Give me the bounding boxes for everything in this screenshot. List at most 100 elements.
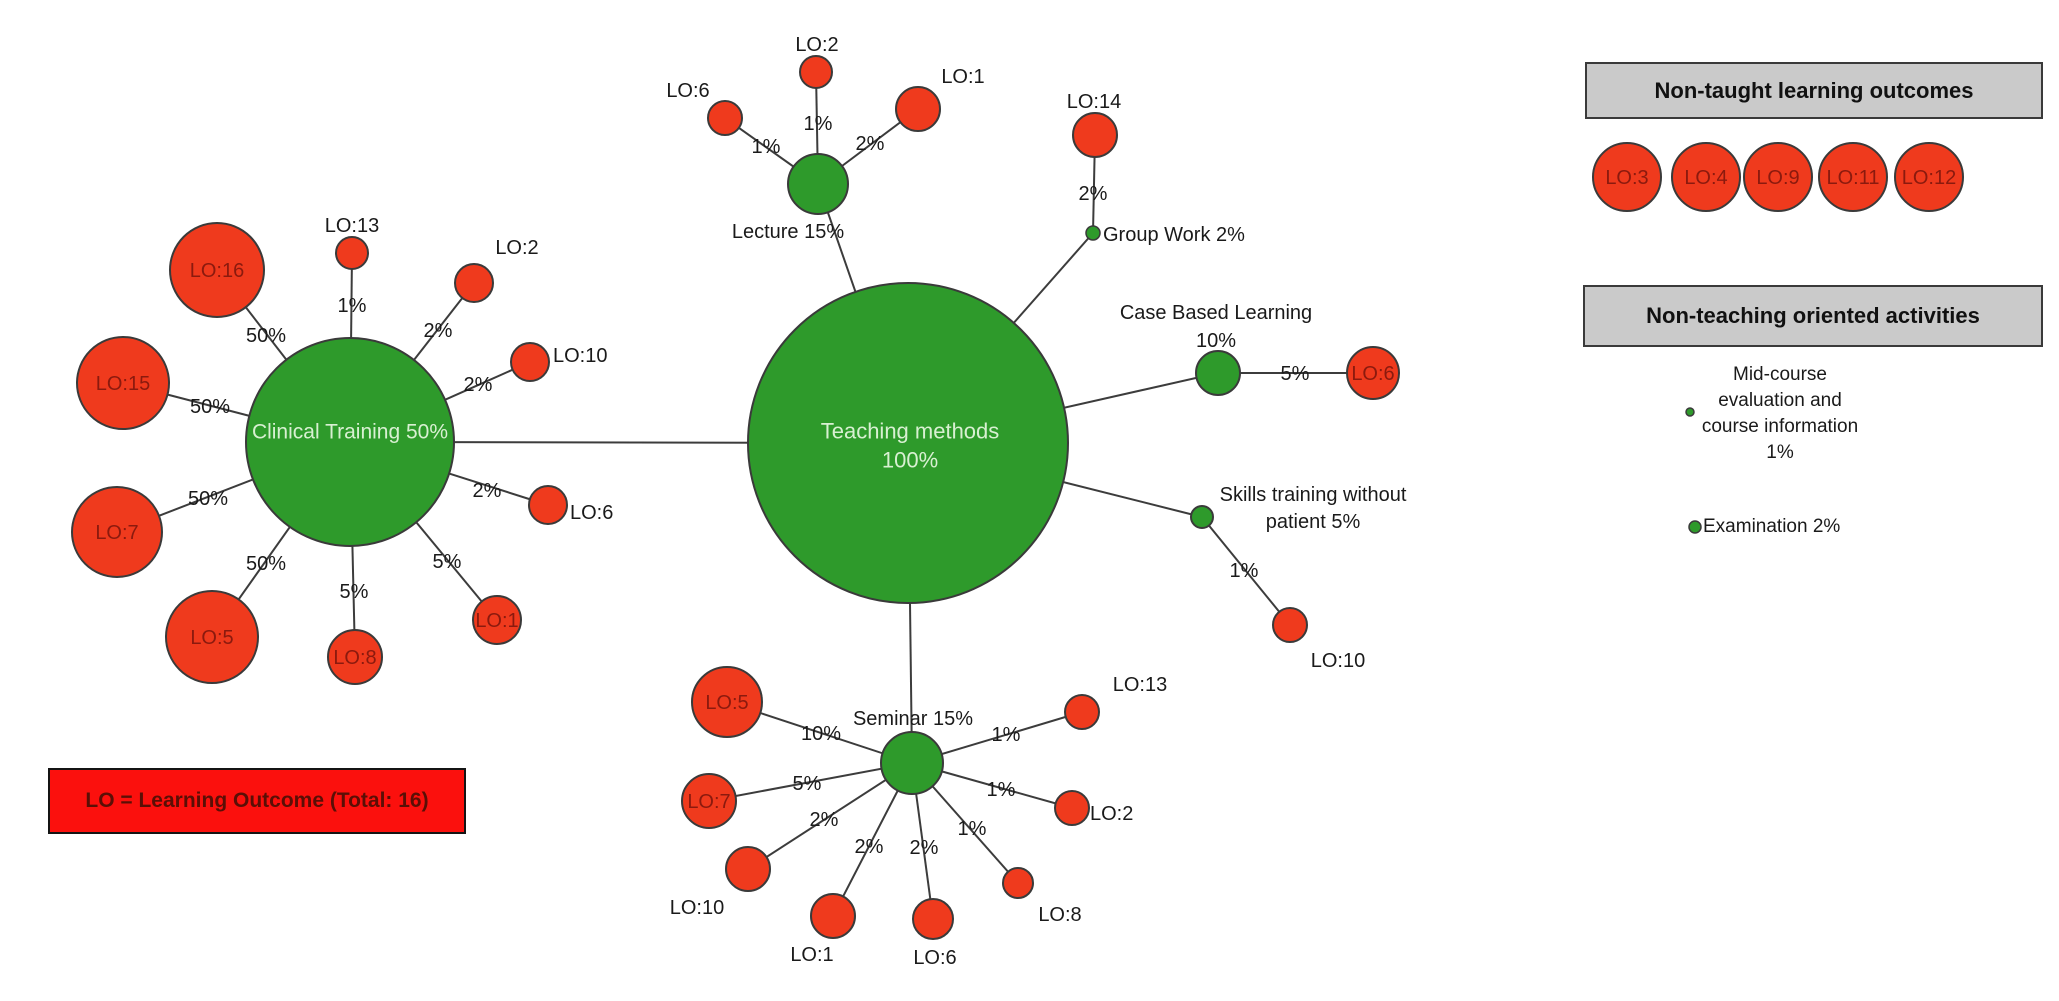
diagram-label: 10% bbox=[801, 723, 841, 745]
lo-legend-box: LO = Learning Outcome (Total: 16) bbox=[48, 768, 466, 834]
diagram-label: 5% bbox=[1281, 363, 1310, 385]
diagram-label: 50% bbox=[190, 396, 230, 418]
diagram-label: LO:6 bbox=[666, 80, 709, 102]
mid-course-line: course information bbox=[1701, 416, 1859, 437]
edge-seminar--sem-lo10 bbox=[747, 762, 913, 870]
mid-course-note: Mid-course evaluation and course informa… bbox=[1665, 362, 1895, 466]
diagram-label: LO:11 bbox=[1827, 167, 1880, 189]
lec-lo2-node bbox=[799, 55, 833, 89]
diagram-label: LO:9 bbox=[1756, 167, 1799, 189]
sem-lo6-node bbox=[912, 898, 954, 940]
diagram-label: 1% bbox=[752, 136, 781, 158]
nt-lo3-node bbox=[1592, 142, 1662, 212]
diagram-label: Skills training without bbox=[1220, 484, 1407, 506]
lec-lo1-node bbox=[895, 86, 941, 132]
diagram-label: 50% bbox=[246, 553, 286, 575]
diagram-label: 1% bbox=[987, 779, 1016, 801]
diagram-label: 5% bbox=[340, 581, 369, 603]
diagram-label: LO:6 bbox=[1351, 363, 1394, 385]
diagram-label: 2% bbox=[855, 836, 884, 858]
diagram-label: 2% bbox=[1079, 183, 1108, 205]
diagram-label: LO:10 bbox=[670, 897, 724, 919]
diagram-label: Seminar 15% bbox=[853, 708, 973, 730]
diagram-label: LO:13 bbox=[1113, 674, 1167, 696]
diagram-label: Case Based Learning bbox=[1120, 302, 1312, 324]
cbl-lo6-node bbox=[1346, 346, 1400, 400]
group-work-node bbox=[1085, 225, 1101, 241]
diagram-label: Lecture 15% bbox=[732, 221, 845, 243]
diagram-label: LO:2 bbox=[795, 34, 838, 56]
diagram-label: 100% bbox=[882, 448, 938, 473]
diagram-label: LO:7 bbox=[687, 791, 730, 813]
edge-skills-training--st-lo10 bbox=[1201, 516, 1291, 626]
skills-training-node bbox=[1190, 505, 1214, 529]
non-taught-header: Non-taught learning outcomes bbox=[1585, 62, 2043, 119]
diagram-label: 5% bbox=[433, 551, 462, 573]
diagram-label: LO:4 bbox=[1684, 167, 1727, 189]
diagram-label: LO:8 bbox=[1038, 904, 1081, 926]
nt-lo11-node bbox=[1818, 142, 1888, 212]
ct-lo16-node bbox=[169, 222, 265, 318]
ct-lo6-node bbox=[528, 485, 568, 525]
diagram-label: LO:2 bbox=[1090, 803, 1133, 825]
mid-course-line: 1% bbox=[1766, 442, 1794, 463]
st-lo10-node bbox=[1272, 607, 1308, 643]
diagram-label: 50% bbox=[188, 488, 228, 510]
diagram-label: 1% bbox=[338, 295, 367, 317]
non-teaching-title: Non-teaching oriented activities bbox=[1646, 303, 1980, 328]
diagram-label: 5% bbox=[793, 773, 822, 795]
nt-lo9-node bbox=[1743, 142, 1813, 212]
diagram-label: 2% bbox=[856, 133, 885, 155]
ct-lo7-node bbox=[71, 486, 163, 578]
diagram-label: LO:12 bbox=[1902, 167, 1956, 189]
diagram-label: LO:3 bbox=[1605, 167, 1648, 189]
ct-lo15-node bbox=[76, 336, 170, 430]
diagram-label: LO:10 bbox=[1311, 650, 1365, 672]
diagram-label: 1% bbox=[958, 818, 987, 840]
sem-lo10-node bbox=[725, 846, 771, 892]
sem-lo7-node bbox=[681, 773, 737, 829]
diagram-label: 1% bbox=[804, 113, 833, 135]
sem-lo8-node bbox=[1002, 867, 1034, 899]
diagram-label: LO:6 bbox=[570, 502, 613, 524]
diagram-label: 2% bbox=[424, 320, 453, 342]
diagram-label: Teaching methods bbox=[821, 419, 1000, 444]
diagram-label: LO:13 bbox=[325, 215, 379, 237]
nt-lo4-node bbox=[1671, 142, 1741, 212]
diagram-label: patient 5% bbox=[1266, 511, 1361, 533]
diagram-label: LO:6 bbox=[913, 947, 956, 969]
diagram-label: Group Work 2% bbox=[1103, 224, 1245, 246]
mid-course-line: evaluation and bbox=[1718, 390, 1842, 411]
ct-lo2-node bbox=[454, 263, 494, 303]
diagram-label: 1% bbox=[992, 724, 1021, 746]
diagram-label: LO:7 bbox=[95, 522, 138, 544]
examination-note: Examination 2% bbox=[1703, 516, 1841, 537]
diagram-label: LO:5 bbox=[190, 627, 233, 649]
sem-lo5-node bbox=[691, 666, 763, 738]
nt-lo12-node bbox=[1894, 142, 1964, 212]
diagram-label: 1% bbox=[1230, 560, 1259, 582]
diagram-label: 2% bbox=[810, 809, 839, 831]
ct-lo1-node bbox=[472, 595, 522, 645]
sem-lo1-node bbox=[810, 893, 856, 939]
diagram-label: LO:1 bbox=[475, 610, 518, 632]
teaching-methods-node bbox=[747, 282, 1069, 604]
lecture-node bbox=[787, 153, 849, 215]
diagram-label: 10% bbox=[1196, 330, 1236, 352]
diagram-label: 2% bbox=[473, 480, 502, 502]
ct-lo8-node bbox=[327, 629, 383, 685]
diagram-label: LO:10 bbox=[553, 345, 607, 367]
examination-dot-node bbox=[1688, 520, 1702, 534]
clinical-training-node bbox=[245, 337, 455, 547]
gw-lo14-node bbox=[1072, 112, 1118, 158]
non-taught-title: Non-taught learning outcomes bbox=[1654, 77, 1974, 103]
sem-lo13-node bbox=[1064, 694, 1100, 730]
ct-lo10-node bbox=[510, 342, 550, 382]
diagram-label: LO:1 bbox=[790, 944, 833, 966]
case-based-learning-node bbox=[1195, 350, 1241, 396]
diagram-label: LO:1 bbox=[941, 66, 984, 88]
sem-lo2-node bbox=[1054, 790, 1090, 826]
seminar-node bbox=[880, 731, 944, 795]
